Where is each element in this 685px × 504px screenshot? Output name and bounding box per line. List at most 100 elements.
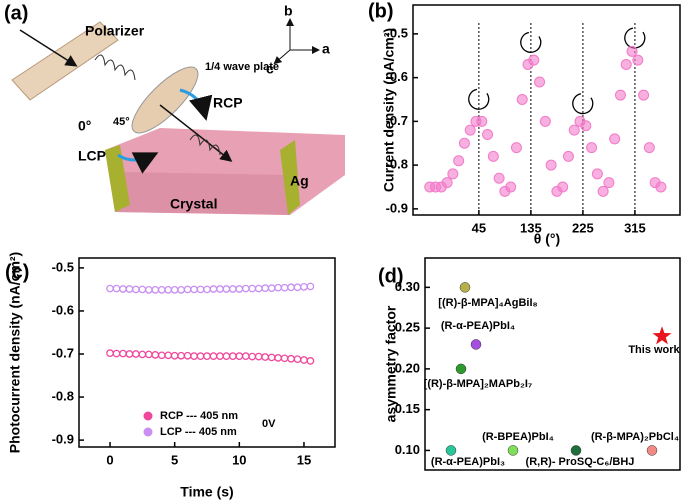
- data-point: [280, 283, 289, 292]
- data-point: [614, 89, 626, 101]
- data-point: [177, 351, 185, 360]
- ag-right: [280, 140, 300, 215]
- y-tick-label: -0.6: [386, 69, 408, 84]
- data-point: [132, 285, 140, 294]
- annotation: 0V: [262, 418, 276, 430]
- data-point: [655, 181, 667, 193]
- data-point: [248, 284, 257, 293]
- data-point: [229, 285, 237, 293]
- data-point: [164, 351, 173, 360]
- data-point: [261, 284, 270, 292]
- legend-marker: [143, 411, 153, 421]
- data-point: [459, 282, 471, 293]
- plot-frame: [78, 257, 336, 448]
- point-label: [(R)-β-MPA]₂MAPb₂I₇: [424, 378, 533, 390]
- panel-label: (c): [5, 261, 29, 283]
- y-tick-label: -0.9: [52, 432, 74, 447]
- beam-out: [159, 104, 233, 162]
- label: 0°: [78, 118, 91, 134]
- label: b: [284, 3, 293, 19]
- data-point: [138, 285, 147, 294]
- data-point: [119, 285, 127, 293]
- data-point: [487, 150, 499, 162]
- lcp-arrow: [117, 152, 159, 174]
- data-point: [144, 350, 153, 359]
- data-point: [267, 284, 276, 292]
- data-point: [510, 142, 522, 154]
- data-point: [274, 354, 282, 362]
- data-point: [138, 350, 147, 359]
- y-tick-label: -0.7: [386, 113, 408, 128]
- data-point: [591, 168, 603, 180]
- label: LCP: [78, 148, 106, 164]
- data-point: [280, 354, 289, 363]
- y-tick-label: 0.10: [395, 442, 420, 457]
- axis-c: [273, 49, 291, 65]
- y-tick-label: -0.8: [52, 388, 74, 403]
- label: 45°: [113, 116, 130, 128]
- data-point: [445, 445, 457, 456]
- data-point: [222, 285, 231, 293]
- data-point: [626, 45, 638, 57]
- y-axis-label: Photocurrent density (nA/cm²): [7, 252, 23, 453]
- y-tick-label: 0.15: [395, 401, 420, 416]
- data-point: [476, 115, 488, 127]
- data-point: [203, 285, 211, 294]
- y-tick-label: -0.5: [52, 259, 74, 274]
- data-point: [235, 285, 244, 293]
- legend-label: LCP --- 405 nm: [160, 426, 237, 438]
- x-tick-label: 0: [106, 452, 113, 467]
- data-point: [254, 352, 263, 361]
- rotation-icon: [468, 88, 490, 110]
- ag-left: [105, 145, 130, 212]
- data-point: [603, 177, 615, 189]
- data-point: [164, 286, 173, 294]
- data-point: [562, 150, 574, 162]
- panel-label: (d): [378, 265, 404, 287]
- data-point: [453, 155, 465, 167]
- data-point: [441, 177, 453, 189]
- label: Ag: [290, 173, 309, 189]
- panel-label: (b): [368, 0, 394, 22]
- data-point: [112, 284, 121, 293]
- data-point: [447, 168, 459, 180]
- rotation-icon: [572, 93, 594, 115]
- data-point: [119, 349, 127, 358]
- data-point: [306, 357, 315, 365]
- data-point: [183, 351, 192, 360]
- data-point: [609, 133, 621, 145]
- x-tick-label: 15: [297, 452, 311, 467]
- data-point: [132, 350, 140, 358]
- label: RCP: [213, 95, 243, 111]
- data-point: [528, 54, 540, 66]
- data-point: [196, 285, 205, 294]
- data-point: [216, 285, 224, 293]
- plot-frame: [412, 4, 681, 216]
- plot-frame: [424, 257, 681, 471]
- data-point: [203, 352, 211, 361]
- y-tick-label: 0.30: [395, 279, 420, 294]
- data-point: [222, 352, 231, 361]
- data-point: [125, 350, 134, 358]
- data-point: [505, 181, 517, 193]
- data-point: [570, 445, 582, 456]
- data-point: [287, 283, 295, 292]
- data-point: [516, 94, 528, 105]
- data-point: [652, 326, 672, 345]
- data-point: [112, 349, 121, 358]
- panel-a: (a) Polarizer 1/4 wave plate RCP LCP 0° …: [4, 2, 345, 215]
- data-point: [241, 352, 250, 361]
- data-point: [177, 286, 185, 294]
- x-tick-label: 10: [232, 452, 246, 467]
- point-label: (R-α-PEA)PbI₄: [441, 320, 515, 332]
- point-label: (R-β-MPA)₂PbCl₄: [591, 431, 679, 443]
- data-point: [293, 355, 302, 364]
- data-point: [545, 159, 557, 171]
- data-point: [482, 129, 494, 140]
- data-point: [229, 352, 237, 361]
- x-tick-label: 315: [624, 220, 646, 235]
- data-point: [458, 137, 470, 149]
- y-tick-label: -0.9: [386, 200, 408, 215]
- data-point: [632, 54, 644, 66]
- data-point: [568, 124, 580, 136]
